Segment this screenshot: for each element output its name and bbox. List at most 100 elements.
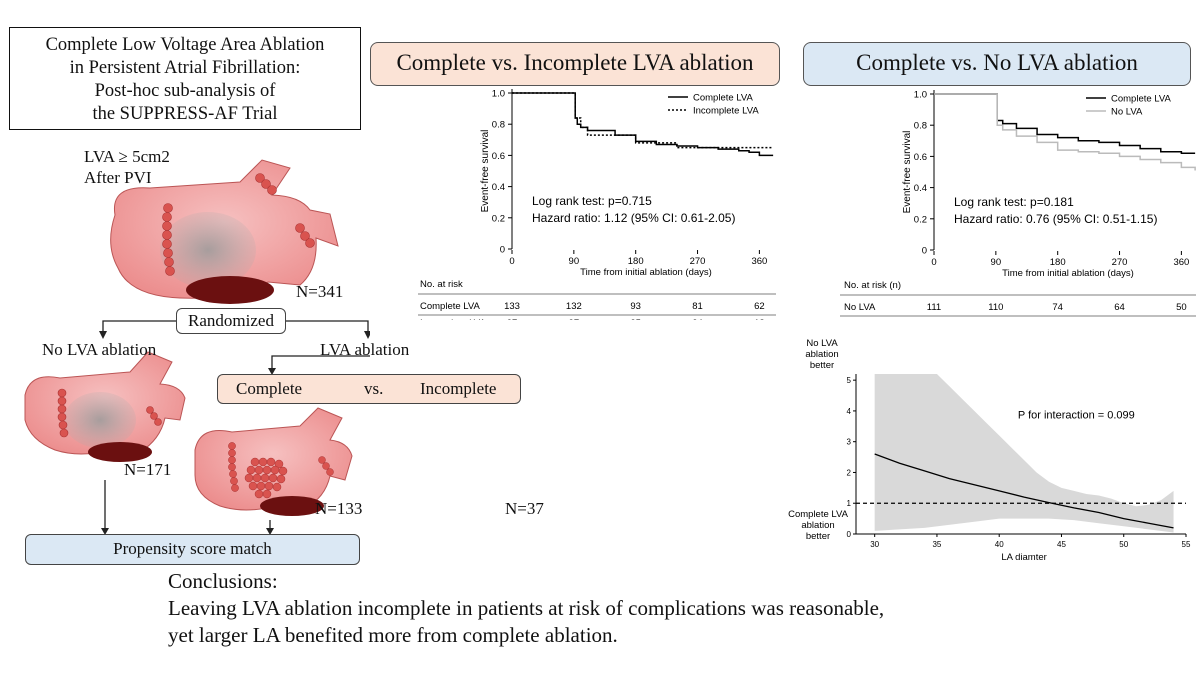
y-label-bottom: better xyxy=(806,531,830,542)
x-tick-label: 180 xyxy=(628,256,644,267)
conclusions-heading: Conclusions: xyxy=(168,569,278,593)
x-axis-label: Time from initial ablation (days) xyxy=(1002,268,1134,279)
legend-label: Complete LVA xyxy=(693,93,754,104)
risk-table-row-label: Complete LVA xyxy=(844,319,905,320)
legend-label: Incomplete LVA xyxy=(693,106,759,117)
legend-label: Complete LVA xyxy=(1111,94,1172,105)
risk-table-row-label: Complete LVA xyxy=(420,301,481,312)
conclusions: Conclusions: Leaving LVA ablation incomp… xyxy=(168,568,884,649)
header-complete-vs-no: Complete vs. No LVA ablation xyxy=(803,42,1191,86)
y-tick-label: 4 xyxy=(847,407,852,416)
survival-curve-complete-lva xyxy=(934,93,1196,155)
y-tick-label: 0 xyxy=(847,530,852,539)
header-complete-vs-incomplete: Complete vs. Incomplete LVA ablation xyxy=(370,42,780,86)
y-label-top: No LVA xyxy=(806,338,838,349)
risk-table-value: 50 xyxy=(1176,302,1187,313)
risk-table-row-label: No LVA xyxy=(844,302,876,313)
survival-curve-incomplete-lva xyxy=(512,92,774,149)
y-tick-label: 0.8 xyxy=(492,120,505,131)
stat-annotation: Log rank test: p=0.181 xyxy=(954,195,1074,209)
y-tick-label: 0 xyxy=(500,245,505,256)
x-tick-label: 270 xyxy=(1112,257,1128,268)
risk-table-value: 64 xyxy=(1114,302,1125,313)
x-tick-label: 0 xyxy=(931,257,936,268)
risk-table-value: 74 xyxy=(1052,302,1063,313)
risk-table-value: 37 xyxy=(507,318,518,320)
propensity-score-match-box: Propensity score match xyxy=(25,534,360,565)
km-chart-complete-vs-no: 0 0.2 0.4 0.6 0.8 1.0 0 90 180 270 360 Time from in… xyxy=(840,90,1196,320)
conclusions-line: yet larger LA benefited more from comple… xyxy=(168,623,618,647)
x-axis-label: Time from initial ablation (days) xyxy=(580,267,712,278)
no-lva-ablation-label: No LVA ablation xyxy=(42,340,157,359)
x-tick-label: 270 xyxy=(690,256,706,267)
y-tick-label: 0 xyxy=(922,246,927,257)
lva-ablation-label: LVA ablation xyxy=(320,340,410,359)
x-tick-label: 35 xyxy=(932,540,941,549)
risk-table-value: 70 xyxy=(1114,319,1125,320)
conclusions-line: Leaving LVA ablation incomplete in patie… xyxy=(168,596,885,620)
y-tick-label: 2 xyxy=(847,468,852,477)
complete-label: Complete xyxy=(236,379,303,398)
x-tick-label: 90 xyxy=(991,257,1002,268)
risk-table-value: 133 xyxy=(504,301,520,312)
risk-table-row-label: Incomplete LVA xyxy=(420,318,486,320)
title-line: Post-hoc sub-analysis of xyxy=(94,81,276,101)
y-tick-label: 0.6 xyxy=(914,152,927,163)
y-label-bottom: ablation xyxy=(801,520,834,531)
stat-annotation: Hazard ratio: 1.12 (95% CI: 0.61-2.05) xyxy=(532,211,735,225)
stat-annotation: Hazard ratio: 0.76 (95% CI: 0.51-1.15) xyxy=(954,212,1157,226)
x-tick-label: 45 xyxy=(1057,540,1066,549)
risk-table-value: 81 xyxy=(1052,319,1063,320)
x-tick-label: 50 xyxy=(1119,540,1128,549)
risk-table-header: No. at risk xyxy=(420,279,463,290)
y-tick-label: 0.2 xyxy=(492,213,505,224)
y-tick-label: 0.2 xyxy=(914,214,927,225)
y-tick-label: 0.6 xyxy=(492,151,505,162)
stat-annotation: Log rank test: p=0.715 xyxy=(532,194,652,208)
y-axis-label: Event-free survival xyxy=(480,130,491,213)
criteria-lva-size: LVA ≥ 5cm2 xyxy=(84,147,170,166)
risk-table-value: 111 xyxy=(989,319,1003,320)
y-tick-label: 3 xyxy=(847,438,852,447)
y-label-top: better xyxy=(810,360,834,371)
x-tick-label: 90 xyxy=(569,256,580,267)
risk-table-value: 111 xyxy=(927,302,941,313)
y-label-bottom: Complete LVA xyxy=(788,509,849,520)
x-tick-label: 360 xyxy=(1173,257,1189,268)
title-line: the SUPPRESS-AF Trial xyxy=(92,104,278,124)
flow-diagram xyxy=(24,159,370,535)
legend-label: No LVA xyxy=(1111,107,1143,118)
y-tick-label: 1.0 xyxy=(492,89,505,100)
criteria-after-pvi: After PVI xyxy=(84,168,152,187)
y-label-top: ablation xyxy=(805,349,838,360)
randomized-box: Randomized xyxy=(176,308,286,334)
title-line: Complete Low Voltage Area Ablation xyxy=(45,35,325,55)
x-axis-label: LA diamter xyxy=(1001,552,1046,563)
risk-table-value: 111 xyxy=(927,319,941,320)
risk-table-value: 93 xyxy=(630,301,641,312)
risk-table-value: 24 xyxy=(692,318,703,320)
y-tick-label: 5 xyxy=(847,376,852,385)
n-incomplete: N=37 xyxy=(505,499,544,518)
x-tick-label: 0 xyxy=(509,256,514,267)
risk-table-value: 62 xyxy=(754,301,765,312)
x-tick-label: 360 xyxy=(751,256,767,267)
risk-table-value: 81 xyxy=(692,301,703,312)
p-interaction-annotation: P for interaction = 0.099 xyxy=(1018,410,1135,422)
n-no-lva: N=171 xyxy=(124,460,172,479)
km-chart-complete-vs-incomplete: 0 0.2 0.4 0.6 0.8 1.0 0 90 180 270 360 Time from in… xyxy=(418,89,776,320)
x-tick-label: 40 xyxy=(995,540,1004,549)
y-axis-label: Event-free survival xyxy=(902,131,913,214)
risk-table-value: 37 xyxy=(569,318,580,320)
risk-table-value: 110 xyxy=(988,302,1003,313)
x-tick-label: 180 xyxy=(1050,257,1066,268)
incomplete-label: Incomplete xyxy=(420,379,497,398)
effect-curve xyxy=(874,453,1174,529)
study-title-box: Complete Low Voltage Area Ablation in Pe… xyxy=(9,27,361,130)
atrium-illustration-complete xyxy=(194,407,353,516)
y-tick-label: 1.0 xyxy=(914,90,927,101)
confidence-band xyxy=(874,374,1174,533)
n-total: N=341 xyxy=(296,282,344,301)
complete-vs-incomplete-box: Complete vs. Incomplete xyxy=(217,374,521,404)
